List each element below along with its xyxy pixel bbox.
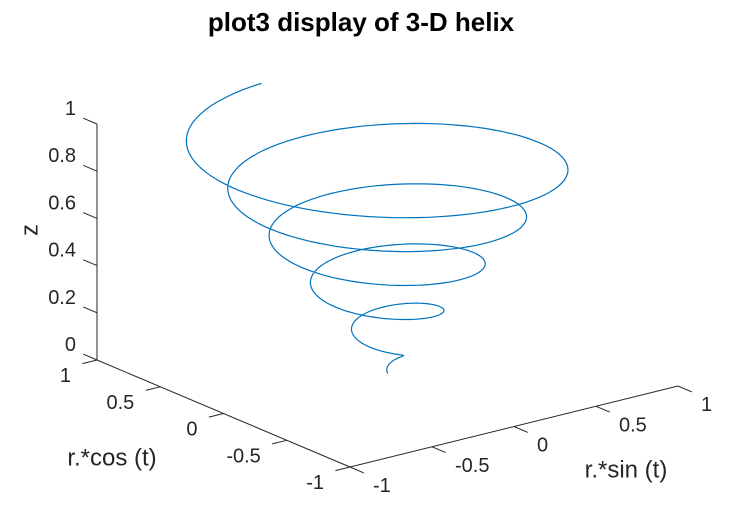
x-axis-tick-label: -0.5 bbox=[226, 445, 260, 467]
helix-line bbox=[185, 82, 569, 374]
axis-lines bbox=[96, 124, 679, 468]
y-axis-tick bbox=[431, 446, 446, 454]
x-axis-tick bbox=[145, 386, 161, 391]
x-axis-tick bbox=[208, 413, 224, 418]
z-axis-tick-label: 1 bbox=[65, 98, 76, 120]
y-axis-tick-label: 0 bbox=[537, 435, 548, 457]
series-lines bbox=[185, 82, 569, 374]
tick-marks bbox=[82, 117, 692, 474]
z-axis-label: z bbox=[17, 224, 44, 236]
y-axis-tick bbox=[349, 466, 364, 474]
z-axis-tick bbox=[83, 117, 98, 125]
z-axis-tick-label: 0.4 bbox=[48, 240, 76, 262]
z-axis-tick bbox=[83, 353, 98, 361]
plot-title: plot3 display of 3-D helix bbox=[207, 7, 515, 37]
z-axis-tick bbox=[83, 164, 98, 172]
x-axis-tick bbox=[272, 439, 287, 445]
z-axis-tick bbox=[83, 212, 98, 219]
y-axis-label: r.*sin (t) bbox=[585, 457, 668, 484]
z-axis-tick-label: 0 bbox=[65, 334, 76, 356]
y-axis-tick-label: 1 bbox=[701, 394, 712, 416]
x-axis-label: r.*cos (t) bbox=[67, 445, 156, 472]
x-axis-tick bbox=[82, 359, 98, 365]
z-axis-tick-label: 0.8 bbox=[48, 145, 76, 167]
z-axis-tick bbox=[83, 259, 98, 267]
y-axis-tick bbox=[595, 405, 610, 413]
y-axis-tick-label: -0.5 bbox=[455, 455, 489, 477]
y-axis-tick-label: -1 bbox=[373, 475, 391, 497]
y-axis-tick bbox=[513, 426, 528, 433]
x-axis-tick bbox=[335, 466, 351, 472]
z-axis-tick-label: 0.6 bbox=[48, 192, 76, 214]
x-axis-tick-label: -1 bbox=[306, 472, 324, 494]
x-axis-tick-label: 1 bbox=[60, 365, 71, 387]
x-axis-tick-label: 0 bbox=[186, 419, 197, 441]
z-axis-tick bbox=[83, 306, 98, 314]
z-axis-tick-label: 0.2 bbox=[48, 287, 76, 309]
y-axis-tick bbox=[677, 385, 692, 393]
x-axis-tick-label: 0.5 bbox=[106, 392, 134, 414]
y-axis-tick-label: 0.5 bbox=[619, 414, 647, 436]
tick-labels: 1 0.5 0 -0.5 -1 -1 -0.5 0 0.5 1 0 0.2 0.4 0.6 0.8 1 bbox=[48, 98, 712, 497]
